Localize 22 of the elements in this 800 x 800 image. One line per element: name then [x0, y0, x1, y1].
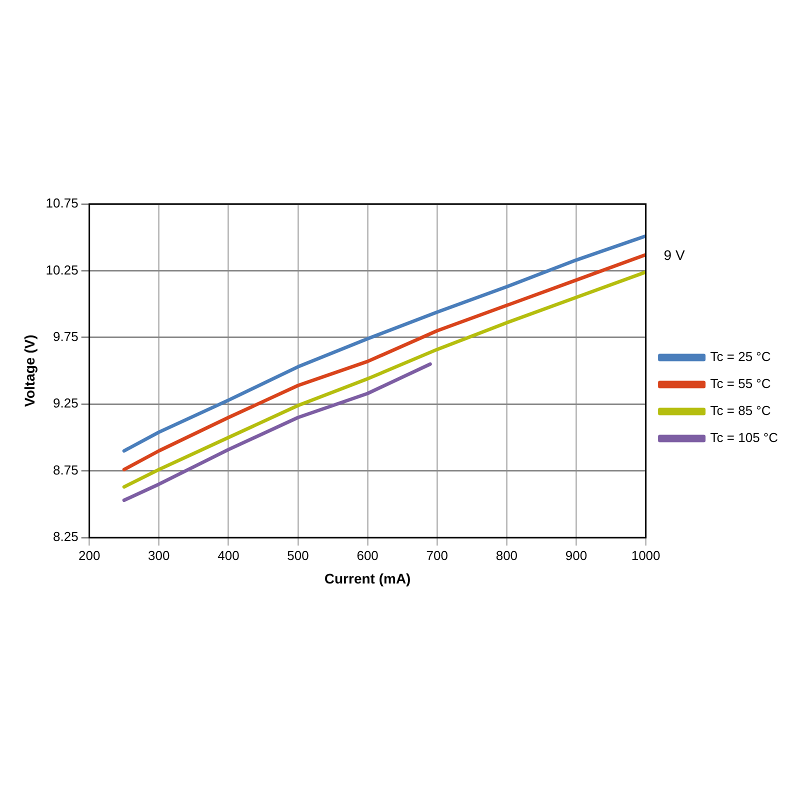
legend-label: Tc = 25 °C	[710, 349, 771, 364]
x-tick-label: 900	[565, 548, 588, 563]
legend-label: Tc = 55 °C	[710, 376, 771, 392]
x-tick-label: 700	[426, 548, 448, 563]
text: 9 V	[664, 246, 686, 263]
x-tick-label: 400	[218, 548, 240, 563]
y-tick-label: 9.75	[53, 329, 78, 344]
y-tick-label: 8.75	[53, 462, 78, 478]
legend-label: Tc = 85 °C	[710, 403, 771, 418]
x-tick-label: 500	[287, 548, 309, 563]
y-tick-label: 10.25	[46, 262, 78, 278]
x-axis-title: Current (mA)	[324, 570, 411, 586]
legend-label: Tc = 105 °C	[710, 430, 778, 446]
x-tick-label: 800	[496, 548, 518, 563]
x-tick-label: 300	[148, 548, 170, 563]
x-tick-label: 200	[78, 548, 100, 563]
y-tick-label: 10.75	[46, 196, 78, 211]
x-tick-label: 1000	[631, 548, 660, 563]
y-axis-title: Voltage (V)	[21, 334, 38, 407]
y-tick-label: 8.25	[53, 529, 78, 544]
y-tick-label: 9.25	[53, 396, 78, 411]
x-tick-label: 600	[356, 548, 378, 563]
